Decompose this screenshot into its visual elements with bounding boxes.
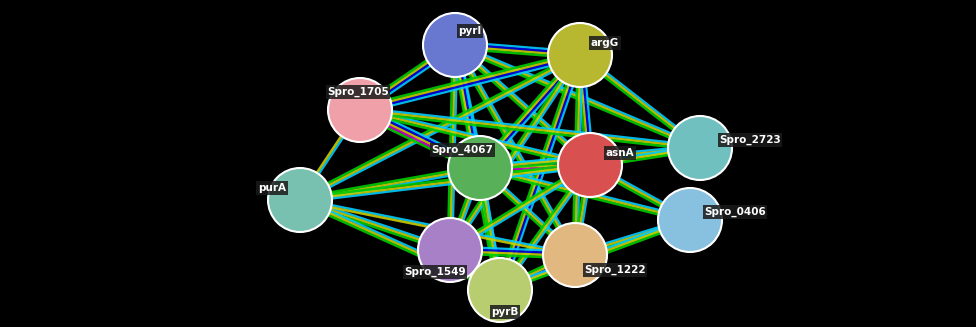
Text: pyrI: pyrI [459,26,481,36]
Text: argG: argG [590,38,619,48]
Text: Spro_1549: Spro_1549 [404,267,466,277]
Text: asnA: asnA [606,148,634,158]
Circle shape [268,168,332,232]
Circle shape [448,136,512,200]
Circle shape [558,133,622,197]
Text: Spro_1222: Spro_1222 [585,265,646,275]
Circle shape [548,23,612,87]
Circle shape [543,223,607,287]
Text: Spro_0406: Spro_0406 [704,207,766,217]
Circle shape [658,188,722,252]
Text: purA: purA [258,183,286,193]
Circle shape [328,78,392,142]
Circle shape [418,218,482,282]
Circle shape [423,13,487,77]
Circle shape [668,116,732,180]
Text: Spro_4067: Spro_4067 [431,145,493,155]
Circle shape [468,258,532,322]
Text: Spro_1705: Spro_1705 [327,87,388,97]
Text: pyrB: pyrB [491,307,518,317]
Text: Spro_2723: Spro_2723 [719,135,781,145]
